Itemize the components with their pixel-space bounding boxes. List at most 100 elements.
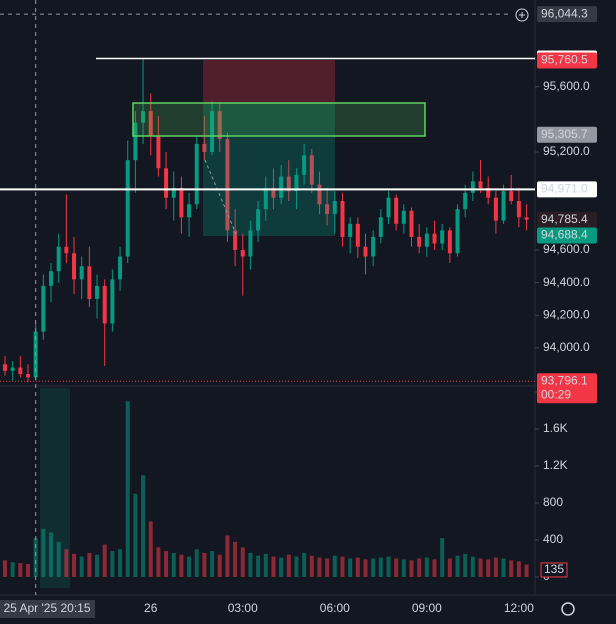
price-marker-box: [537, 6, 597, 23]
y-tick-label: 94,400.0: [543, 275, 590, 289]
volume-bar: [509, 560, 514, 577]
volume-bar: [256, 555, 261, 577]
candle-body: [56, 246, 61, 272]
candle-body: [79, 266, 84, 280]
price-marker-label: 94,971.0: [541, 182, 588, 196]
candle-body: [432, 233, 437, 244]
volume-bar: [394, 558, 399, 577]
candle-body: [279, 176, 284, 198]
volume-bar: [455, 555, 460, 577]
candle-body: [225, 138, 230, 231]
candle-body: [455, 209, 460, 254]
price-marker-label: 93,796.1: [541, 373, 588, 387]
x-tick-label: 25 Apr '25 20:15: [3, 601, 90, 615]
y-tick-label: 95,600.0: [543, 79, 590, 93]
volume-bar: [493, 557, 498, 577]
volume-bar: [156, 547, 161, 577]
volume-bar: [3, 560, 7, 577]
price-marker-label: 95,760.5: [541, 53, 588, 67]
volume-bar: [233, 541, 238, 577]
candle-body: [470, 181, 475, 193]
volume-tick-label: 1.2K: [543, 458, 568, 472]
candle-body: [233, 230, 238, 250]
candle-body: [179, 187, 184, 218]
volume-bar: [118, 549, 123, 577]
volume-bar: [171, 552, 176, 577]
volume-bar: [110, 551, 115, 577]
volume-tick-label: 800: [543, 495, 563, 509]
volume-last-box: [540, 562, 568, 578]
y-tick-label: 95,200.0: [543, 144, 590, 158]
add-icon: [519, 12, 525, 18]
volume-bar: [49, 532, 54, 577]
volume-bar: [470, 556, 475, 577]
volume-bar: [317, 557, 322, 577]
volume-bar: [286, 554, 291, 577]
y-tick-label: 94,200.0: [543, 307, 590, 321]
volume-bar: [486, 559, 491, 577]
volume-bar: [87, 552, 92, 577]
candle-body: [217, 111, 222, 139]
volume-bar: [18, 563, 23, 577]
candle-body: [340, 200, 345, 237]
candle-body: [72, 253, 77, 280]
settings-button[interactable]: [561, 602, 575, 616]
price-marker-box: [537, 52, 597, 69]
candle-body: [424, 233, 429, 247]
candle-body: [509, 191, 514, 201]
volume-bar: [524, 564, 529, 577]
price-marker-box: [537, 373, 597, 404]
volume-bar: [355, 557, 360, 577]
volume-bar: [424, 557, 429, 577]
zone-rectangle: [132, 102, 426, 137]
candle-body: [41, 285, 46, 332]
candle-body: [133, 122, 138, 161]
x-tick-label: 06:00: [320, 601, 350, 615]
volume-bar: [125, 401, 130, 577]
countdown-label: 00:29: [541, 387, 571, 401]
candle-body: [18, 367, 23, 375]
candle-body: [271, 187, 276, 198]
volume-bar: [325, 558, 330, 577]
candle-body: [516, 200, 521, 218]
candle-body: [171, 187, 176, 198]
candle-body: [194, 143, 199, 205]
volume-bar: [516, 561, 521, 577]
candle-body: [125, 160, 130, 257]
candle-body: [317, 184, 322, 205]
candle-body: [348, 223, 353, 237]
volume-bar: [164, 551, 169, 577]
x-tick-label: 09:00: [412, 601, 442, 615]
candle-body: [332, 200, 337, 215]
candle-body: [118, 256, 123, 280]
candle-body: [524, 217, 529, 220]
x-tick-label: 26: [144, 601, 158, 615]
y-tick-label: 94,600.0: [543, 242, 590, 256]
volume-bar: [371, 558, 376, 577]
volume-last-label: 135: [544, 562, 564, 576]
volume-bar: [148, 521, 153, 577]
volume-tick-label: 1.6K: [543, 421, 568, 435]
volume-bar: [79, 556, 84, 577]
candle-body: [110, 279, 115, 324]
price-marker-box: [537, 211, 597, 228]
x-tick-label: 03:00: [228, 601, 258, 615]
candle-body: [248, 230, 253, 257]
volume-bar: [41, 528, 46, 577]
candle-body: [325, 204, 330, 215]
crosshair-time-box: [0, 600, 95, 618]
candle-body: [302, 155, 307, 175]
volume-bar: [463, 553, 468, 577]
price-marker-label: 95,305.7: [541, 127, 588, 141]
volume-bar: [271, 556, 276, 577]
volume-bar: [294, 556, 299, 577]
price-marker-label: 94,785.4: [541, 212, 588, 226]
candle-body: [493, 197, 498, 221]
candle-body: [263, 187, 268, 210]
x-tick-label: 12:00: [504, 601, 534, 615]
candle-body: [409, 210, 414, 237]
candle-body: [294, 174, 299, 192]
add-button[interactable]: [515, 8, 529, 22]
